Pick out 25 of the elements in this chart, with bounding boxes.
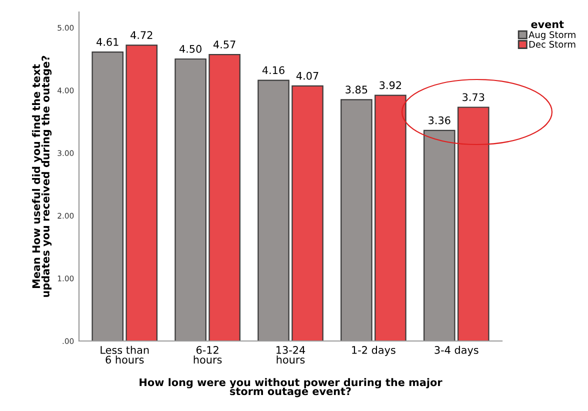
data-label: 4.16	[262, 66, 284, 74]
bar	[457, 106, 490, 341]
x-tick-label: 3-4 days	[434, 346, 478, 356]
bar	[208, 54, 240, 341]
bar	[292, 85, 324, 341]
x-tick-label: 6-12 hours	[194, 346, 222, 364]
data-label: 3.73	[462, 93, 484, 102]
x-tick-label: 13-24 hours	[276, 346, 306, 364]
data-label: 4.57	[213, 40, 236, 48]
y-axis-title: Mean How useful did you find the text updates you received during the outage?	[32, 56, 52, 297]
legend-title: event	[531, 20, 564, 28]
data-label: 3.92	[380, 81, 401, 90]
data-label: 4.72	[130, 31, 152, 39]
x-tick-label: Less than 6 hours	[100, 346, 149, 364]
bar	[126, 44, 158, 341]
legend-label: Dec Storm	[529, 40, 576, 48]
data-label: 4.07	[296, 72, 318, 80]
bar	[374, 94, 406, 341]
data-label: 3.85	[346, 86, 368, 94]
x-axis-title: How long were you without power during the major storm outage event?	[140, 378, 442, 398]
data-label: 3.36	[428, 116, 450, 124]
x-tick-label: 1-2 days	[352, 346, 396, 356]
data-label: 4.50	[179, 44, 202, 53]
legend-label: Aug Storm	[528, 31, 576, 40]
data-label: 4.61	[96, 38, 118, 46]
